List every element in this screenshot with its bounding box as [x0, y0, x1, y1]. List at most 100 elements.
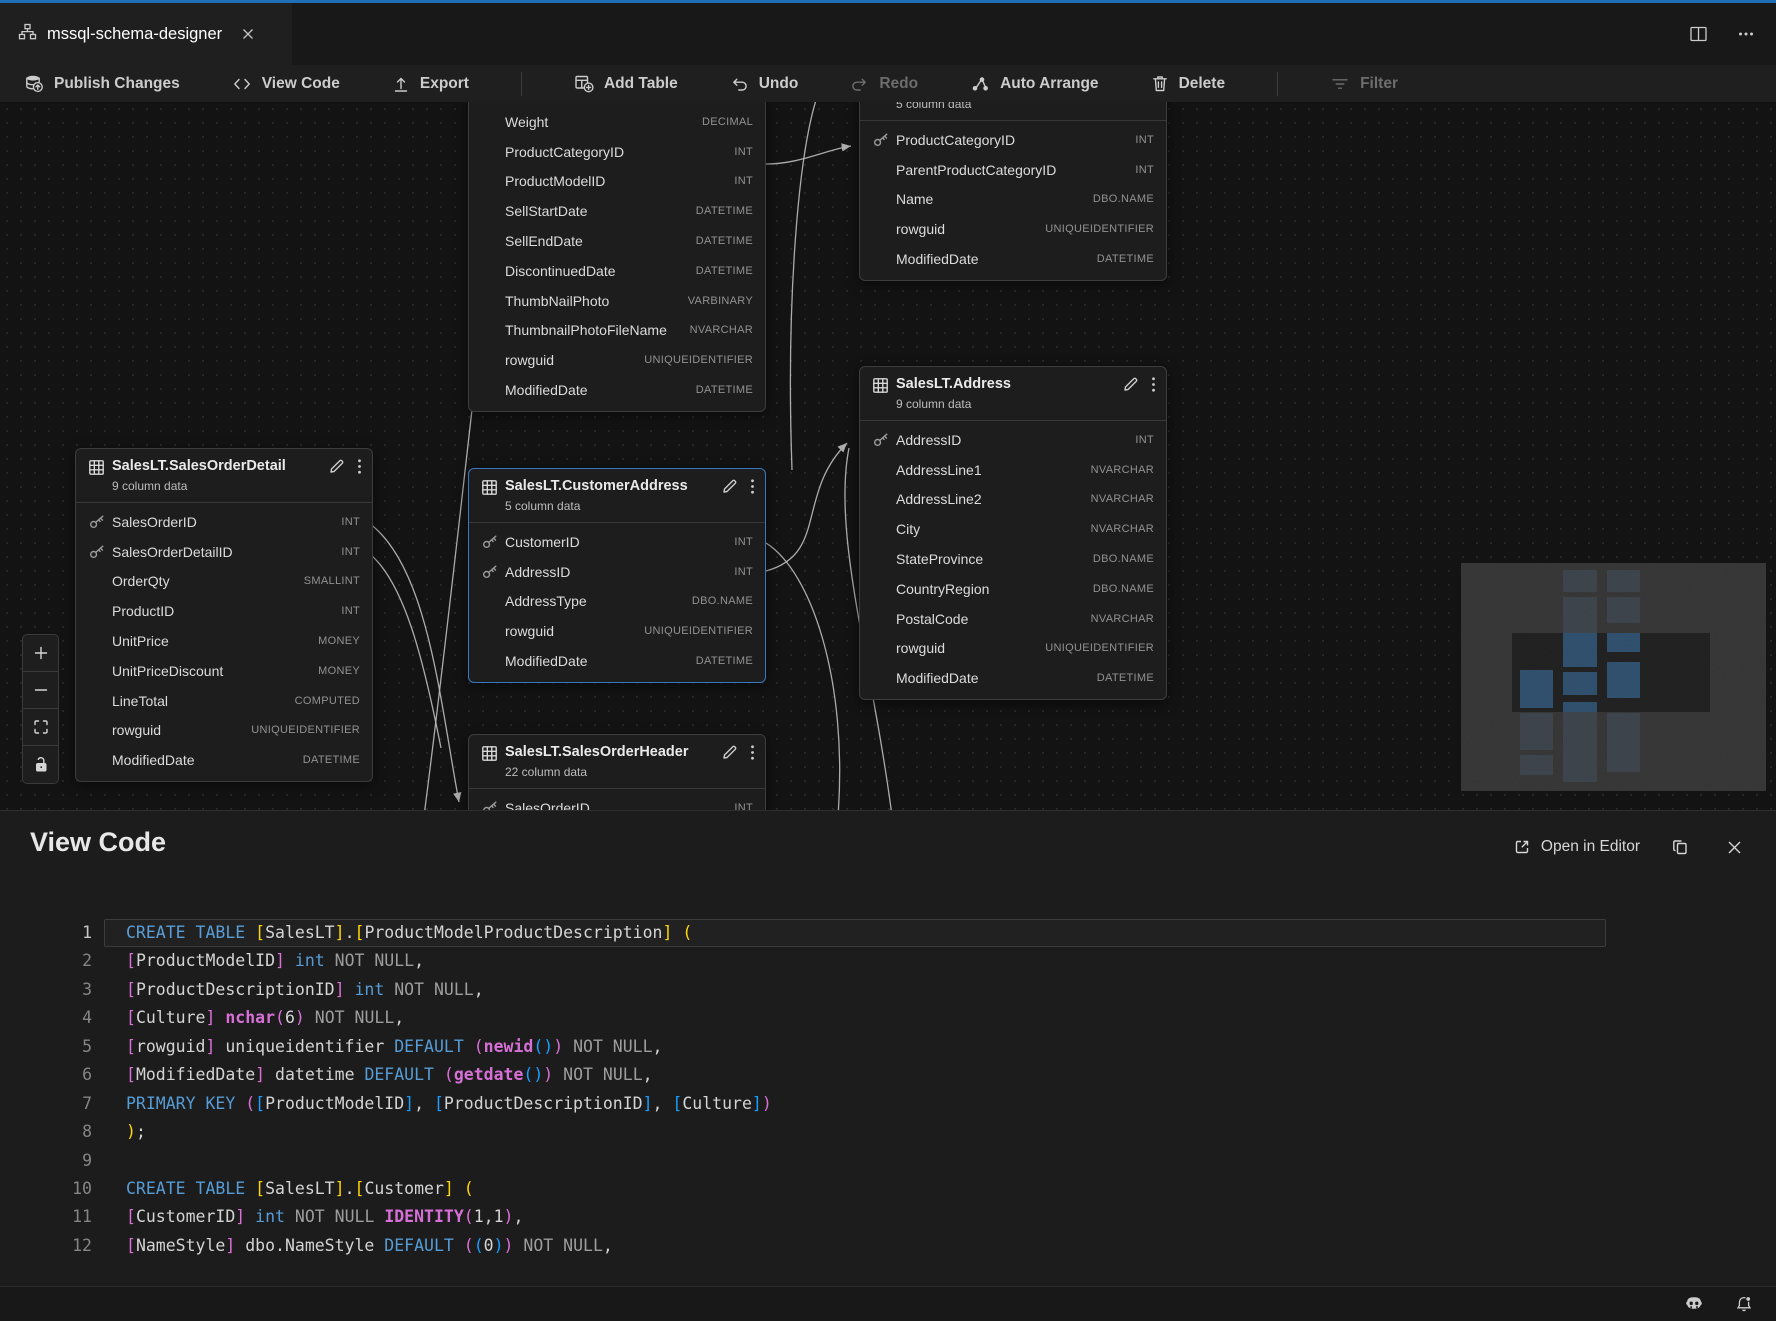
primary-key-icon — [88, 514, 112, 530]
column-name: OrderQty — [112, 573, 170, 590]
view-code-button[interactable]: View Code — [232, 75, 340, 93]
table-name: SalesLT.Address — [896, 376, 1011, 392]
copilot-icon[interactable] — [1680, 1290, 1708, 1318]
edit-table-icon[interactable] — [721, 744, 738, 766]
column-type: SMALLINT — [303, 575, 360, 588]
column-row: UnitPrice MONEY — [76, 626, 372, 656]
edit-table-icon[interactable] — [1122, 376, 1139, 398]
edit-table-icon[interactable] — [721, 478, 738, 500]
toolbar-separator — [1277, 71, 1279, 96]
table-columns: SalesOrderID INT SalesOrderDetailID INT Orde… — [76, 503, 372, 781]
column-row: ModifiedDate DATETIME — [76, 745, 372, 775]
primary-key-icon — [481, 800, 505, 810]
column-name: ProductCategoryID — [505, 143, 625, 160]
code-line-7: 7 PRIMARY KEY ([ProductModelID], [Product… — [0, 1090, 1776, 1118]
column-type: NVARCHAR — [1090, 493, 1154, 506]
column-row: PostalCode NVARCHAR — [860, 604, 1166, 634]
column-name: Weight — [505, 113, 549, 130]
zoom-in-button[interactable] — [23, 635, 58, 672]
table-icon — [88, 459, 105, 481]
line-source: [rowguid] uniqueidentifier DEFAULT (newi… — [126, 1036, 663, 1056]
split-editor-icon[interactable] — [1684, 20, 1712, 48]
table-node-header: SalesLT.SalesOrderDetail 9 column data — [76, 449, 372, 503]
column-row: AddressType DBO.NAME — [469, 587, 765, 617]
column-name: ParentProductCategoryID — [896, 161, 1057, 178]
lock-button[interactable] — [23, 746, 58, 783]
line-number: 5 — [82, 1036, 92, 1056]
edit-table-icon[interactable] — [328, 458, 345, 480]
line-number: 9 — [82, 1150, 92, 1170]
table-name: SalesLT.CustomerAddress — [505, 478, 688, 494]
table-columns: AddressID INT AddressLine1 NVARCHAR AddressL… — [860, 421, 1166, 699]
copy-icon[interactable] — [1666, 833, 1694, 861]
column-name: PostalCode — [896, 610, 969, 627]
table-name: SalesLT.SalesOrderHeader — [505, 744, 689, 760]
column-name: ProductCategoryID — [896, 131, 1016, 148]
column-type: NVARCHAR — [1090, 463, 1154, 476]
column-type: INT — [1135, 133, 1154, 146]
delete-button[interactable]: Delete — [1151, 74, 1226, 93]
table-node-salesorderdetail[interactable]: SalesLT.SalesOrderDetail 9 column data Sal… — [75, 448, 373, 783]
table-node-productcategory-partial[interactable]: 5 column data ProductCategoryID INT ParentP… — [859, 102, 1167, 281]
table-menu-icon[interactable] — [750, 744, 755, 766]
toolbar-item-label: Publish Changes — [54, 74, 180, 92]
table-actions — [721, 744, 755, 766]
zoom-out-button[interactable] — [23, 672, 58, 709]
auto-arrange-button[interactable]: Auto Arrange — [970, 75, 1099, 93]
column-name: ModifiedDate — [505, 653, 588, 670]
fit-view-button[interactable] — [23, 709, 58, 746]
column-name: ModifiedDate — [896, 251, 979, 268]
tab-mssql-schema-designer[interactable]: mssql-schema-designer — [0, 3, 292, 65]
column-name: rowguid — [505, 352, 555, 369]
publish-changes-button[interactable]: Publish Changes — [24, 74, 180, 93]
column-name: DiscontinuedDate — [505, 262, 616, 279]
column-name: AddressID — [896, 431, 962, 448]
table-menu-icon[interactable] — [1151, 376, 1156, 398]
line-source: [ModifiedDate] datetime DEFAULT (getdate… — [126, 1065, 653, 1085]
column-name: ProductModelID — [505, 173, 606, 190]
export-button[interactable]: Export — [392, 75, 469, 93]
column-type: INT — [734, 535, 753, 548]
table-node-salesorderheader[interactable]: SalesLT.SalesOrderHeader 22 column data Sa… — [468, 734, 766, 810]
column-row: rowguid UNIQUEIDENTIFIER — [469, 345, 765, 375]
line-source: [Culture] nchar(6) NOT NULL, — [126, 1008, 405, 1028]
table-column-count: 9 column data — [112, 479, 188, 493]
undo-button[interactable]: Undo — [730, 74, 799, 93]
undo-icon — [730, 75, 749, 93]
code-line-12: 12 [NameStyle] dbo.NameStyle DEFAULT ((0)… — [0, 1232, 1776, 1260]
column-type: INT — [734, 801, 753, 810]
code-line-3: 3 [ProductDescriptionID] int NOT NULL, — [0, 976, 1776, 1004]
add-table-button[interactable]: Add Table — [574, 74, 678, 93]
sql-code-editor[interactable]: 1 CREATE TABLE [SalesLT].[ProductModelPro… — [0, 919, 1776, 1286]
close-panel-icon[interactable] — [1720, 833, 1748, 861]
line-source: [NameStyle] dbo.NameStyle DEFAULT ((0)) … — [126, 1235, 613, 1255]
toolbar-item-label: Redo — [879, 74, 919, 92]
toolbar-item-label: Add Table — [603, 74, 678, 92]
toolbar-item-label: Export — [419, 74, 469, 92]
more-actions-icon[interactable] — [1732, 20, 1760, 48]
column-row: SellStartDate DATETIME — [469, 196, 765, 226]
notifications-bell-icon[interactable] — [1730, 1290, 1758, 1318]
column-name: AddressType — [505, 593, 587, 610]
column-type: DATETIME — [695, 384, 753, 397]
schema-canvas[interactable]: Weight DECIMAL ProductCategoryID INT Product… — [0, 102, 1776, 810]
table-menu-icon[interactable] — [750, 478, 755, 500]
table-menu-icon[interactable] — [357, 458, 362, 480]
tab-title: mssql-schema-designer — [47, 24, 223, 43]
table-node-customeraddress[interactable]: SalesLT.CustomerAddress 5 column data Cust… — [468, 468, 766, 683]
column-type: COMPUTED — [294, 694, 360, 707]
toolbar-item-label: Delete — [1178, 74, 1226, 92]
code-line-8: 8); — [0, 1118, 1776, 1146]
open-in-editor-button[interactable]: Open in Editor — [1513, 838, 1640, 856]
column-name: ThumbnailPhotoFileName — [505, 322, 667, 339]
view-code-panel: View Code Open in Editor — [0, 810, 1776, 1286]
close-icon[interactable] — [236, 22, 260, 46]
column-type: UNIQUEIDENTIFIER — [644, 625, 753, 638]
table-node-product-partial[interactable]: Weight DECIMAL ProductCategoryID INT Product… — [468, 102, 766, 412]
column-row: ModifiedDate DATETIME — [860, 663, 1166, 693]
table-node-address[interactable]: SalesLT.Address 9 column data AddressID INT… — [859, 366, 1167, 701]
schema-minimap[interactable] — [1461, 563, 1766, 791]
canvas-zoom-controls — [22, 634, 59, 784]
toolbar-item-label: Undo — [758, 74, 799, 92]
